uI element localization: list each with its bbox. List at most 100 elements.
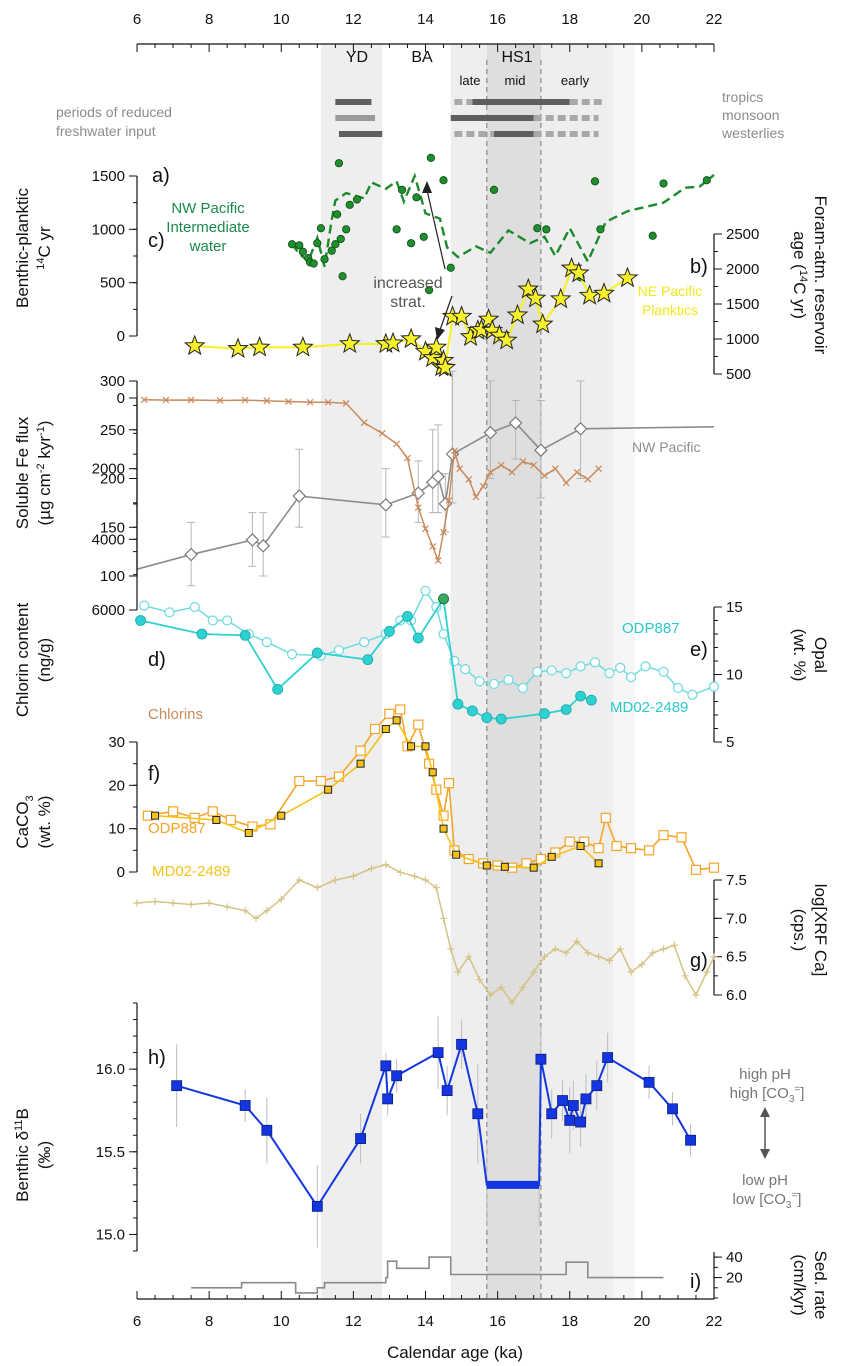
intermediate-water-point-10 bbox=[331, 240, 340, 249]
xrf-ca-point-26 bbox=[497, 983, 505, 991]
xrf-ca-point-39 bbox=[638, 960, 646, 968]
ylabel-b-2: age (14C yr) bbox=[790, 231, 809, 319]
y-tick-label: 4000 bbox=[92, 531, 125, 548]
intermediate-water-point-24 bbox=[426, 153, 436, 162]
odp887-caco3-point-38 bbox=[708, 862, 720, 873]
note-low-ph: low pH bbox=[742, 1172, 788, 1189]
annotation-strat: strat. bbox=[390, 294, 426, 311]
odp887-opal-point-35 bbox=[708, 681, 720, 692]
md02-opal-point-16 bbox=[575, 690, 586, 702]
md02-opal-point-10 bbox=[452, 698, 464, 710]
y-tick-label: 20 bbox=[726, 1270, 743, 1287]
y-tick-label: 500 bbox=[726, 366, 751, 383]
ph-arrow-up bbox=[760, 1107, 770, 1117]
chlorins-point-28 bbox=[519, 458, 527, 466]
chlorins-point-25 bbox=[486, 468, 494, 476]
xrf-ca-point-28 bbox=[519, 983, 527, 991]
y-tick-label: 7.5 bbox=[726, 872, 747, 889]
chlorins-point-8 bbox=[324, 398, 332, 406]
odp887-opal-point-28 bbox=[604, 668, 615, 679]
y-tick-label: 10 bbox=[108, 821, 125, 838]
xrf-ca-point-13 bbox=[349, 872, 357, 880]
d11b-point-2 bbox=[261, 1124, 273, 1136]
planktic-star-3 bbox=[292, 335, 314, 357]
intermediate-water-point-12 bbox=[334, 159, 344, 168]
y-tick-label: 500 bbox=[100, 275, 125, 292]
planktic-star-18 bbox=[470, 318, 493, 340]
chlorins-point-14 bbox=[414, 504, 422, 511]
xrf-ca-point-41 bbox=[660, 945, 668, 953]
d11b-point-6 bbox=[382, 1093, 394, 1105]
xrf-ca-point-34 bbox=[584, 949, 592, 957]
d11b-point-9 bbox=[441, 1085, 453, 1097]
d11b-point-21 bbox=[591, 1080, 603, 1092]
intermediate-water-point-2 bbox=[298, 247, 307, 256]
chlorins-point-24 bbox=[479, 482, 487, 490]
intermediate-water-point-27 bbox=[489, 185, 499, 194]
xrf-ca-point-23 bbox=[465, 953, 473, 961]
chlorins-point-18 bbox=[440, 528, 447, 536]
odp887-opal-point-1 bbox=[164, 607, 175, 618]
series-label-water: water bbox=[189, 238, 227, 255]
chlorins-point-3 bbox=[216, 397, 224, 404]
panel-label-h: h) bbox=[148, 1047, 166, 1069]
xrf-ca-point-9 bbox=[277, 895, 285, 903]
d11b-point-1 bbox=[239, 1100, 251, 1111]
chlorins-point-33 bbox=[573, 468, 581, 476]
xrf-ca-point-40 bbox=[649, 949, 657, 957]
d11b-point-10 bbox=[456, 1038, 467, 1050]
x-tick-label-14: 14 bbox=[417, 1313, 434, 1330]
d11b-point-16 bbox=[557, 1095, 568, 1106]
chlorins-point-12 bbox=[393, 440, 401, 448]
xrf-ca-point-19 bbox=[432, 884, 440, 892]
planktic-star-25 bbox=[524, 286, 547, 308]
md02-caco3-point-18 bbox=[594, 859, 603, 868]
md02-opal-point-1 bbox=[196, 628, 208, 640]
d11b-point-3 bbox=[311, 1200, 323, 1212]
plot-h bbox=[171, 1016, 696, 1248]
planktic-star-0 bbox=[183, 334, 206, 356]
intermediate-water-point-6 bbox=[313, 239, 322, 248]
ylabel-i-2: (cm/kyr) bbox=[790, 1254, 809, 1315]
plot-f bbox=[142, 704, 720, 875]
odp887-caco3-point-0 bbox=[142, 810, 153, 821]
x-tick-label-6: 6 bbox=[133, 11, 141, 28]
chlorins-point-0 bbox=[140, 396, 148, 404]
odp887-opal-point-9 bbox=[333, 645, 345, 656]
plot-b bbox=[183, 256, 639, 377]
ylabel-a-1: Benthic-planktic bbox=[13, 188, 32, 309]
chlorins-point-15 bbox=[422, 525, 429, 533]
intermediate-water-point-17 bbox=[352, 195, 362, 204]
odp887-caco3-point-25 bbox=[521, 858, 532, 869]
ylabel-d-2: (ng/g) bbox=[35, 638, 54, 682]
odp887-opal-point-3 bbox=[207, 615, 218, 626]
bottom-axis: 6 8 10 12 14 16 18 20 22 bbox=[133, 1291, 722, 1330]
intermediate-water-point-20 bbox=[406, 239, 416, 248]
fe-flux-point-5 bbox=[378, 497, 393, 512]
ylabel-e-1: Opal bbox=[811, 637, 830, 673]
planktic-star-13 bbox=[434, 356, 457, 377]
odp887-opal-point-0 bbox=[139, 600, 150, 611]
y-tick-label: 150 bbox=[100, 519, 125, 536]
odp887-opal-point-29 bbox=[615, 662, 626, 673]
xrf-ca-point-31 bbox=[551, 945, 559, 953]
xrf-ca-point-11 bbox=[313, 884, 321, 892]
fe-flux-point-4 bbox=[292, 489, 307, 503]
axis-e: 15 10 5 bbox=[713, 599, 743, 751]
md02-caco3-point-3 bbox=[277, 811, 286, 820]
fe-flux-point-12 bbox=[508, 416, 523, 430]
odp887-caco3-point-1 bbox=[167, 806, 179, 817]
intermediate-water-point-29 bbox=[542, 225, 551, 234]
odp887-caco3-point-15 bbox=[413, 719, 424, 730]
md02-opal-point-17 bbox=[585, 694, 597, 706]
x-tick-label-8: 8 bbox=[205, 11, 213, 28]
odp887-opal-point-24 bbox=[546, 665, 557, 676]
axis-h: 16.0 15.5 15.0 bbox=[96, 1002, 138, 1252]
md02-caco3-point-8 bbox=[407, 742, 416, 751]
md02-opal-point-5 bbox=[362, 654, 374, 666]
panel-label-f: f) bbox=[148, 763, 160, 785]
odp887-opal-point-14 bbox=[420, 585, 431, 596]
x-tick-label-6: 6 bbox=[133, 1313, 141, 1330]
odp887-caco3-point-4 bbox=[225, 814, 236, 826]
